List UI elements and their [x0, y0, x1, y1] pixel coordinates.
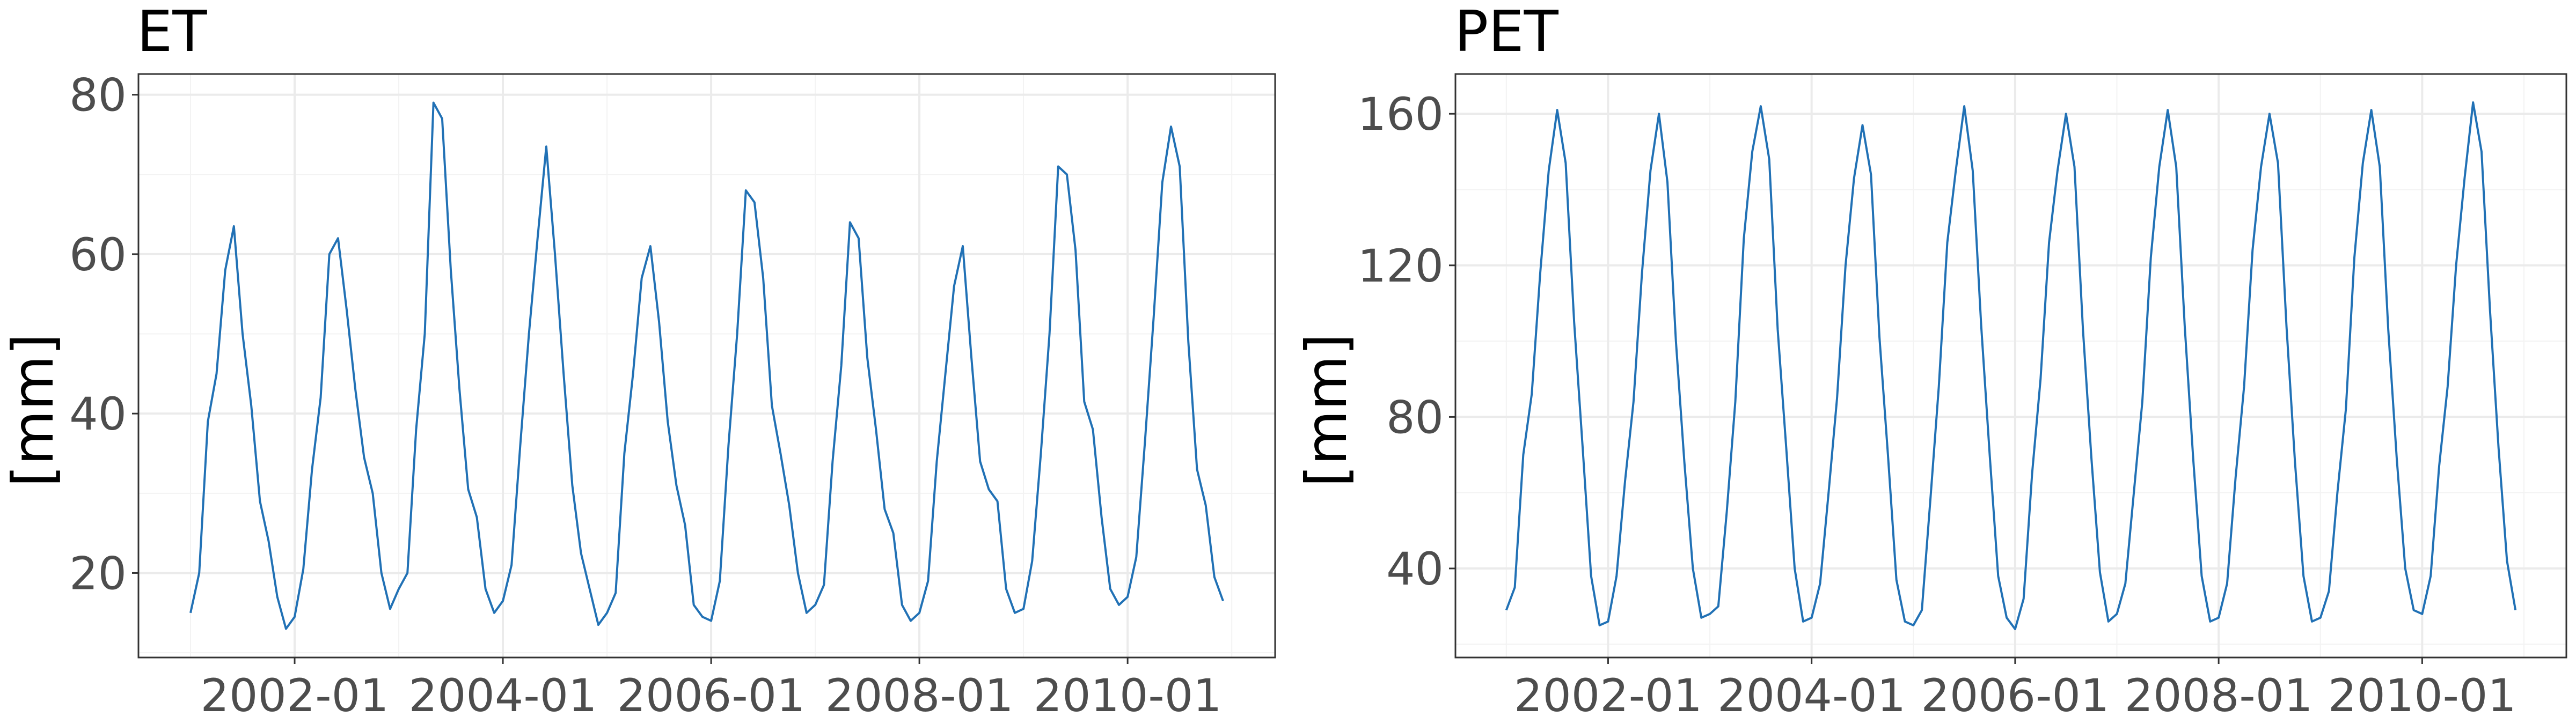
x-tick-label: 2010-01 [1034, 669, 1222, 722]
et-y-axis: 20 40 60 80 [69, 69, 138, 600]
x-tick-label: 2006-01 [617, 669, 806, 722]
y-tick-label: 20 [69, 547, 127, 600]
et-series [189, 101, 1224, 630]
pet-series [1505, 101, 2517, 630]
y-tick-label: 40 [69, 388, 127, 440]
x-tick-label: 2008-01 [825, 669, 1014, 722]
x-tick-label: 2002-01 [1514, 669, 1702, 722]
pet-y-axis: 40 80 120 160 [1358, 88, 1455, 595]
x-tick-label: 2004-01 [1717, 669, 1906, 722]
et-gridlines [138, 74, 1275, 657]
x-tick-label: 2008-01 [2125, 669, 2313, 722]
pet-chart-title: PET [1454, 0, 1559, 64]
pet-x-axis: 2002-01 2004-01 2006-01 2008-01 2010-01 [1514, 657, 2516, 722]
et-chart-title: ET [137, 0, 207, 64]
pet-gridlines [1455, 74, 2566, 657]
x-tick-label: 2004-01 [409, 669, 597, 722]
y-tick-label: 80 [1386, 391, 1444, 444]
pet-y-axis-title: [mm] [1294, 334, 1359, 487]
et-series-line [189, 101, 1224, 630]
x-tick-label: 2002-01 [201, 669, 389, 722]
x-tick-label: 2010-01 [2328, 669, 2516, 722]
pet-panel-border [1454, 73, 2567, 659]
y-tick-label: 160 [1358, 88, 1444, 141]
y-tick-label: 60 [69, 228, 127, 281]
et-x-axis: 2002-01 2004-01 2006-01 2008-01 2010-01 [201, 657, 1222, 722]
et-panel-border [137, 73, 1276, 659]
pet-series-line [1505, 101, 2517, 630]
y-tick-label: 80 [69, 69, 127, 122]
x-tick-label: 2006-01 [1921, 669, 2109, 722]
y-tick-label: 40 [1386, 543, 1444, 595]
y-tick-label: 120 [1358, 240, 1444, 292]
pet-chart-panel: PET [mm] 40 80 120 160 2002-01 2004-01 2006-0… [1294, 0, 2567, 722]
et-y-axis-title: [mm] [1, 334, 66, 487]
